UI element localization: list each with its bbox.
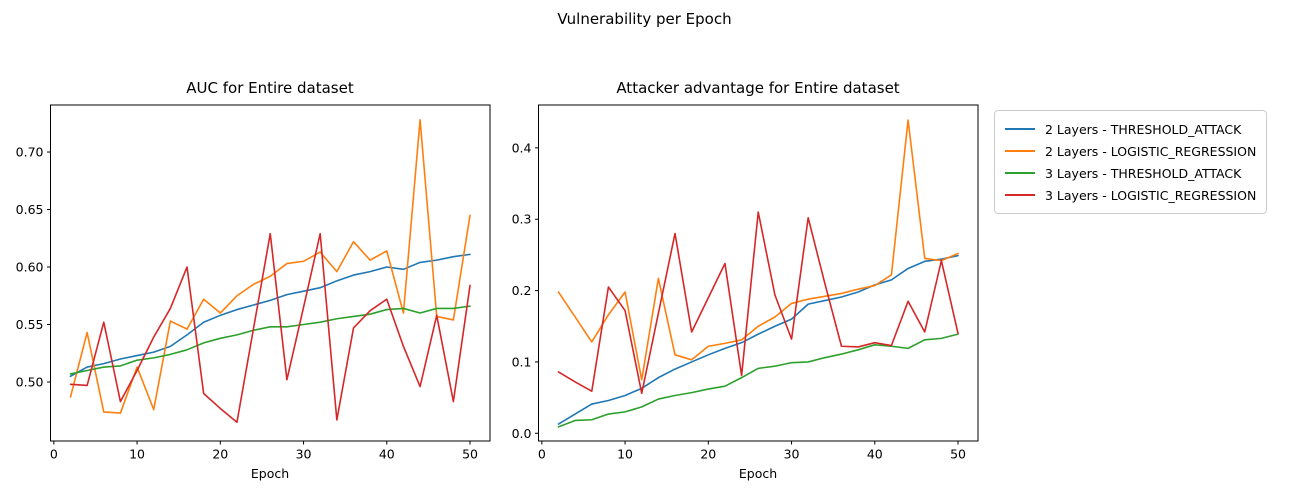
series-line-3-layers-threshold-attack: [69, 305, 471, 375]
figure-suptitle: Vulnerability per Epoch: [557, 10, 732, 28]
x-tick-label: 30: [784, 447, 800, 462]
y-tick-label: 0.60: [16, 260, 44, 275]
x-tick-label: 10: [617, 447, 633, 462]
right-chart-xlabel: Epoch: [738, 466, 778, 481]
axes-spines: [538, 104, 979, 442]
series-line-3-layers-logistic-regression: [557, 211, 959, 395]
x-tick-label: 50: [462, 447, 478, 462]
left-chart-title: AUC for Entire dataset: [186, 79, 354, 97]
x-tick-label: 50: [950, 447, 966, 462]
left-chart: 0 10 20 30 40 50 0.50 0.55 0.60 0.65 0.70: [16, 104, 491, 462]
series-line-2-layers-threshold-attack: [557, 254, 959, 425]
y-tick-label: 0.4: [512, 140, 532, 155]
legend-item: 3 Layers - THRESHOLD_ATTACK: [1005, 162, 1256, 184]
y-tick-label: 0.55: [16, 317, 44, 332]
right-chart: 0 10 20 30 40 50 0.0 0.1 0.2 0.3 0.4: [512, 104, 979, 462]
legend-line-swatch: [1005, 128, 1035, 130]
x-tick-label: 20: [212, 447, 228, 462]
right-chart-title: Attacker advantage for Entire dataset: [616, 79, 900, 97]
x-tick-label: 20: [700, 447, 716, 462]
series-line-2-layers-threshold-attack: [69, 253, 471, 378]
x-tick-label: 30: [296, 447, 312, 462]
legend-item: 2 Layers - LOGISTIC_REGRESSION: [1005, 140, 1256, 162]
x-tick-label: 40: [867, 447, 883, 462]
y-tick-label: 0.65: [16, 202, 44, 217]
legend: 2 Layers - THRESHOLD_ATTACK 2 Layers - LO…: [994, 110, 1268, 214]
legend-item-label: 3 Layers - LOGISTIC_REGRESSION: [1045, 187, 1257, 203]
legend-item-label: 2 Layers - LOGISTIC_REGRESSION: [1045, 143, 1257, 159]
x-tick-label: 0: [50, 447, 58, 462]
series-line-3-layers-logistic-regression: [69, 232, 471, 424]
legend-item-label: 2 Layers - THRESHOLD_ATTACK: [1045, 121, 1242, 137]
series-line-3-layers-threshold-attack: [557, 333, 959, 428]
series-line-2-layers-logistic-regression: [557, 119, 959, 381]
y-tick-label: 0.1: [512, 354, 532, 369]
y-tick-label: 0.50: [16, 375, 44, 390]
legend-line-swatch: [1005, 194, 1035, 196]
x-tick-label: 0: [538, 447, 546, 462]
y-tick-label: 0.3: [512, 212, 532, 227]
left-chart-xlabel: Epoch: [250, 466, 290, 481]
x-tick-label: 10: [129, 447, 145, 462]
legend-item: 2 Layers - THRESHOLD_ATTACK: [1005, 118, 1256, 140]
axes-spines: [50, 104, 491, 442]
y-tick-label: 0.2: [512, 283, 532, 298]
y-tick-label: 0.0: [512, 426, 532, 441]
legend-line-swatch: [1005, 150, 1035, 152]
y-tick-label: 0.70: [16, 145, 44, 160]
x-tick-label: 40: [379, 447, 395, 462]
series-line-2-layers-logistic-regression: [69, 119, 471, 414]
legend-item-label: 3 Layers - THRESHOLD_ATTACK: [1045, 165, 1242, 181]
legend-line-swatch: [1005, 172, 1035, 174]
legend-item: 3 Layers - LOGISTIC_REGRESSION: [1005, 184, 1256, 206]
